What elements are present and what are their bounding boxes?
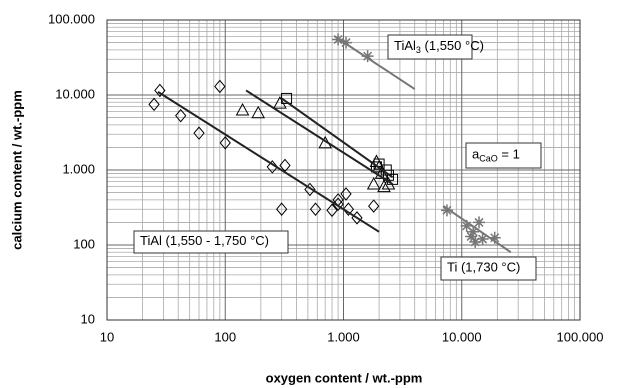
annotation-text: a (472, 147, 480, 162)
annotation-subscript: CaO (479, 154, 498, 164)
point (219, 136, 231, 150)
point (273, 96, 287, 109)
annotation-text: Ti (1,730 °C) (447, 260, 520, 275)
y-axis-title: calcium content / wt.-ppm (9, 90, 24, 250)
point (473, 216, 486, 229)
point (469, 235, 482, 248)
point (309, 202, 322, 216)
point (387, 173, 399, 185)
point (154, 83, 166, 98)
x-tick-label: 10.000 (442, 329, 482, 344)
annotation-text: (1,550 °C) (421, 38, 484, 53)
annotation: TiAl (1,550 - 1,750 °C) (140, 233, 269, 248)
x-tick-label: 100.000 (557, 329, 604, 344)
annotation-box (465, 142, 542, 169)
y-tick-label: 10.000 (55, 86, 95, 101)
x-tick-label: 1.000 (327, 329, 360, 344)
point (251, 105, 266, 119)
point (342, 202, 355, 216)
annotation: Ti (1,730 °C) (447, 260, 520, 275)
x-tick-label: 100 (214, 329, 236, 344)
point (340, 36, 353, 49)
fit-line (334, 35, 416, 90)
fit-line (281, 97, 394, 179)
annotation-subscript: 3 (416, 45, 421, 55)
point (214, 79, 226, 94)
point (235, 103, 250, 116)
point (366, 176, 381, 190)
point (460, 219, 473, 232)
point (465, 230, 478, 243)
point (374, 166, 389, 179)
point (340, 187, 352, 201)
point (175, 108, 187, 123)
point (193, 126, 205, 140)
y-tick-label: 1.000 (62, 161, 95, 176)
point (281, 92, 293, 104)
point (276, 202, 288, 216)
annotation: TiAl3 (1,550 °C) (394, 38, 484, 55)
point (440, 204, 453, 217)
plot-frame (106, 19, 581, 321)
annotation-text: TiAl (394, 38, 416, 53)
point (266, 160, 278, 174)
annotation-text: TiAl (1,550 - 1,750 °C) (140, 233, 269, 248)
point (326, 203, 338, 218)
x-axis-title: oxygen content / wt.-ppm (266, 370, 423, 385)
point (368, 199, 380, 213)
fit-line (157, 91, 380, 233)
annotation-box (440, 256, 537, 281)
point (148, 97, 160, 112)
y-tick-label: 100.000 (48, 11, 95, 26)
annotation-box (387, 34, 473, 60)
annotation-text: = 1 (498, 147, 520, 162)
point (488, 231, 501, 244)
y-tick-label: 10 (81, 311, 95, 326)
annotation: aCaO = 1 (472, 147, 520, 164)
point (467, 225, 480, 238)
point (476, 233, 489, 246)
fit-line (245, 89, 394, 185)
fit-line (442, 205, 512, 254)
point (361, 50, 374, 63)
x-tick-label: 10 (100, 329, 114, 344)
annotation-box (133, 230, 289, 254)
y-tick-label: 100 (73, 236, 95, 251)
point (304, 182, 316, 197)
point (377, 179, 391, 193)
